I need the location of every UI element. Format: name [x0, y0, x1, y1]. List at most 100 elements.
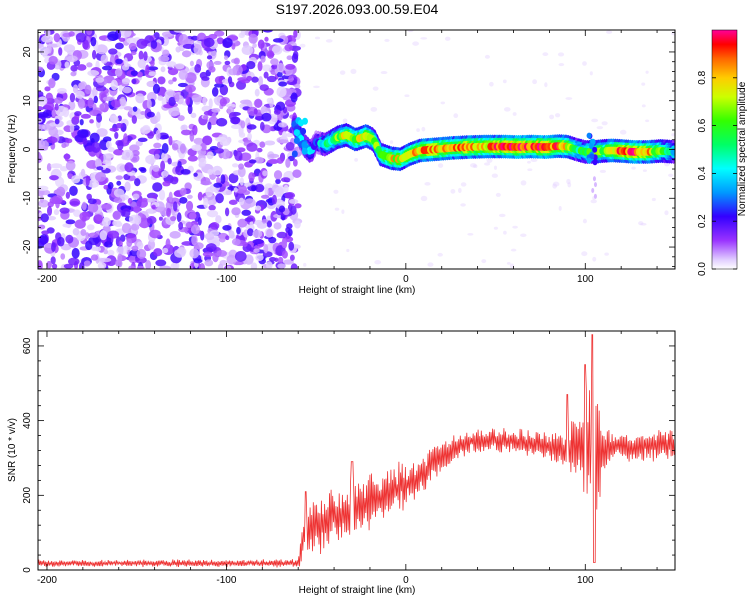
faint-noise-cell	[313, 85, 320, 89]
noise-cell	[294, 83, 301, 90]
noise-cell	[230, 124, 242, 130]
noise-cell	[267, 159, 279, 164]
faint-noise-cell	[592, 256, 597, 262]
noise-cell	[153, 142, 162, 149]
noise-cell	[41, 230, 50, 235]
faint-noise-cell	[420, 37, 428, 40]
noise-cell	[272, 38, 284, 43]
noise-cell	[69, 198, 81, 207]
noise-cell	[178, 221, 184, 230]
noise-cell	[80, 113, 91, 119]
noise-cell	[38, 152, 42, 163]
noise-cell	[203, 110, 214, 116]
noise-cell	[96, 128, 108, 137]
noise-cell	[191, 144, 202, 152]
noise-cell	[201, 76, 210, 81]
faint-noise-cell	[552, 181, 560, 187]
noise-cell	[95, 85, 107, 92]
noise-cell	[166, 207, 171, 218]
noise-cell	[48, 55, 58, 65]
noise-cell	[257, 61, 263, 72]
noise-cell	[208, 98, 213, 109]
noise-cell	[244, 217, 254, 222]
noise-cell	[39, 234, 49, 245]
noise-cell	[60, 253, 66, 260]
noise-cell	[158, 216, 163, 221]
noise-cell	[294, 220, 301, 229]
noise-cell	[186, 200, 194, 212]
noise-cell	[74, 111, 82, 117]
colorbar-label: Normalized spectral amplitude	[737, 81, 748, 216]
noise-cell	[246, 60, 256, 70]
faint-noise-cell	[314, 36, 321, 40]
noise-cell	[82, 137, 88, 146]
noise-cell	[263, 71, 269, 79]
noise-cell	[169, 231, 181, 239]
noise-cell	[159, 265, 172, 269]
noise-cell	[170, 215, 177, 222]
noise-cell	[41, 35, 54, 43]
noise-cell	[261, 219, 269, 224]
noise-cell	[185, 95, 191, 106]
noise-cell	[198, 157, 207, 167]
noise-cell	[238, 131, 246, 138]
noise-cell	[141, 197, 148, 203]
noise-cell	[232, 163, 239, 168]
noise-cell	[161, 151, 168, 162]
noise-cell	[192, 124, 198, 136]
noise-cell	[68, 257, 80, 266]
noise-cell	[69, 123, 75, 133]
faint-noise-cell	[421, 126, 426, 132]
noise-cell	[187, 104, 193, 115]
noise-cell	[134, 178, 141, 187]
noise-cell	[227, 76, 233, 85]
noise-cell	[135, 140, 143, 147]
noise-cell	[115, 122, 124, 129]
snr-y-tick-label: 0	[22, 567, 33, 573]
noise-cell	[151, 204, 156, 210]
noise-cell	[207, 121, 212, 131]
faint-noise-cell	[619, 129, 627, 135]
noise-cell	[166, 90, 176, 97]
noise-cell	[212, 253, 219, 263]
noise-cell	[209, 222, 220, 230]
noise-cell	[283, 259, 294, 265]
noise-cell	[103, 184, 109, 190]
noise-cell	[289, 254, 295, 261]
noise-cell	[51, 263, 58, 269]
noise-cell	[123, 173, 131, 181]
noise-cell	[153, 248, 163, 257]
noise-cell	[288, 199, 299, 204]
noise-cell	[250, 262, 258, 269]
faint-noise-cell	[460, 203, 466, 207]
noise-cell	[71, 247, 80, 259]
faint-noise-cell	[450, 189, 456, 194]
noise-cell	[113, 188, 125, 198]
noise-cell	[226, 265, 232, 269]
faint-noise-cell	[510, 248, 517, 252]
noise-cell	[259, 141, 266, 148]
noise-cell	[145, 64, 150, 75]
noise-cell	[274, 257, 279, 263]
noise-cell	[147, 131, 154, 139]
noise-cell	[86, 62, 93, 68]
noise-cell	[102, 96, 114, 102]
noise-cell	[135, 113, 146, 120]
noise-cell	[131, 149, 140, 157]
noise-cell	[260, 194, 270, 199]
spectrogram-y-tick-label: -10	[22, 191, 33, 206]
noise-cell	[114, 68, 123, 77]
noise-cell	[145, 197, 157, 203]
noise-cell	[60, 243, 72, 251]
noise-cell	[277, 139, 289, 144]
noise-cell	[285, 141, 295, 151]
noise-cell	[160, 134, 170, 140]
noise-cell	[145, 154, 156, 165]
faint-noise-cell	[427, 262, 434, 267]
noise-cell	[126, 37, 137, 44]
noise-cell	[219, 139, 231, 147]
ridge-cell	[291, 150, 298, 158]
noise-cell	[228, 199, 238, 205]
noise-cell	[288, 241, 295, 251]
noise-cell	[38, 224, 46, 230]
